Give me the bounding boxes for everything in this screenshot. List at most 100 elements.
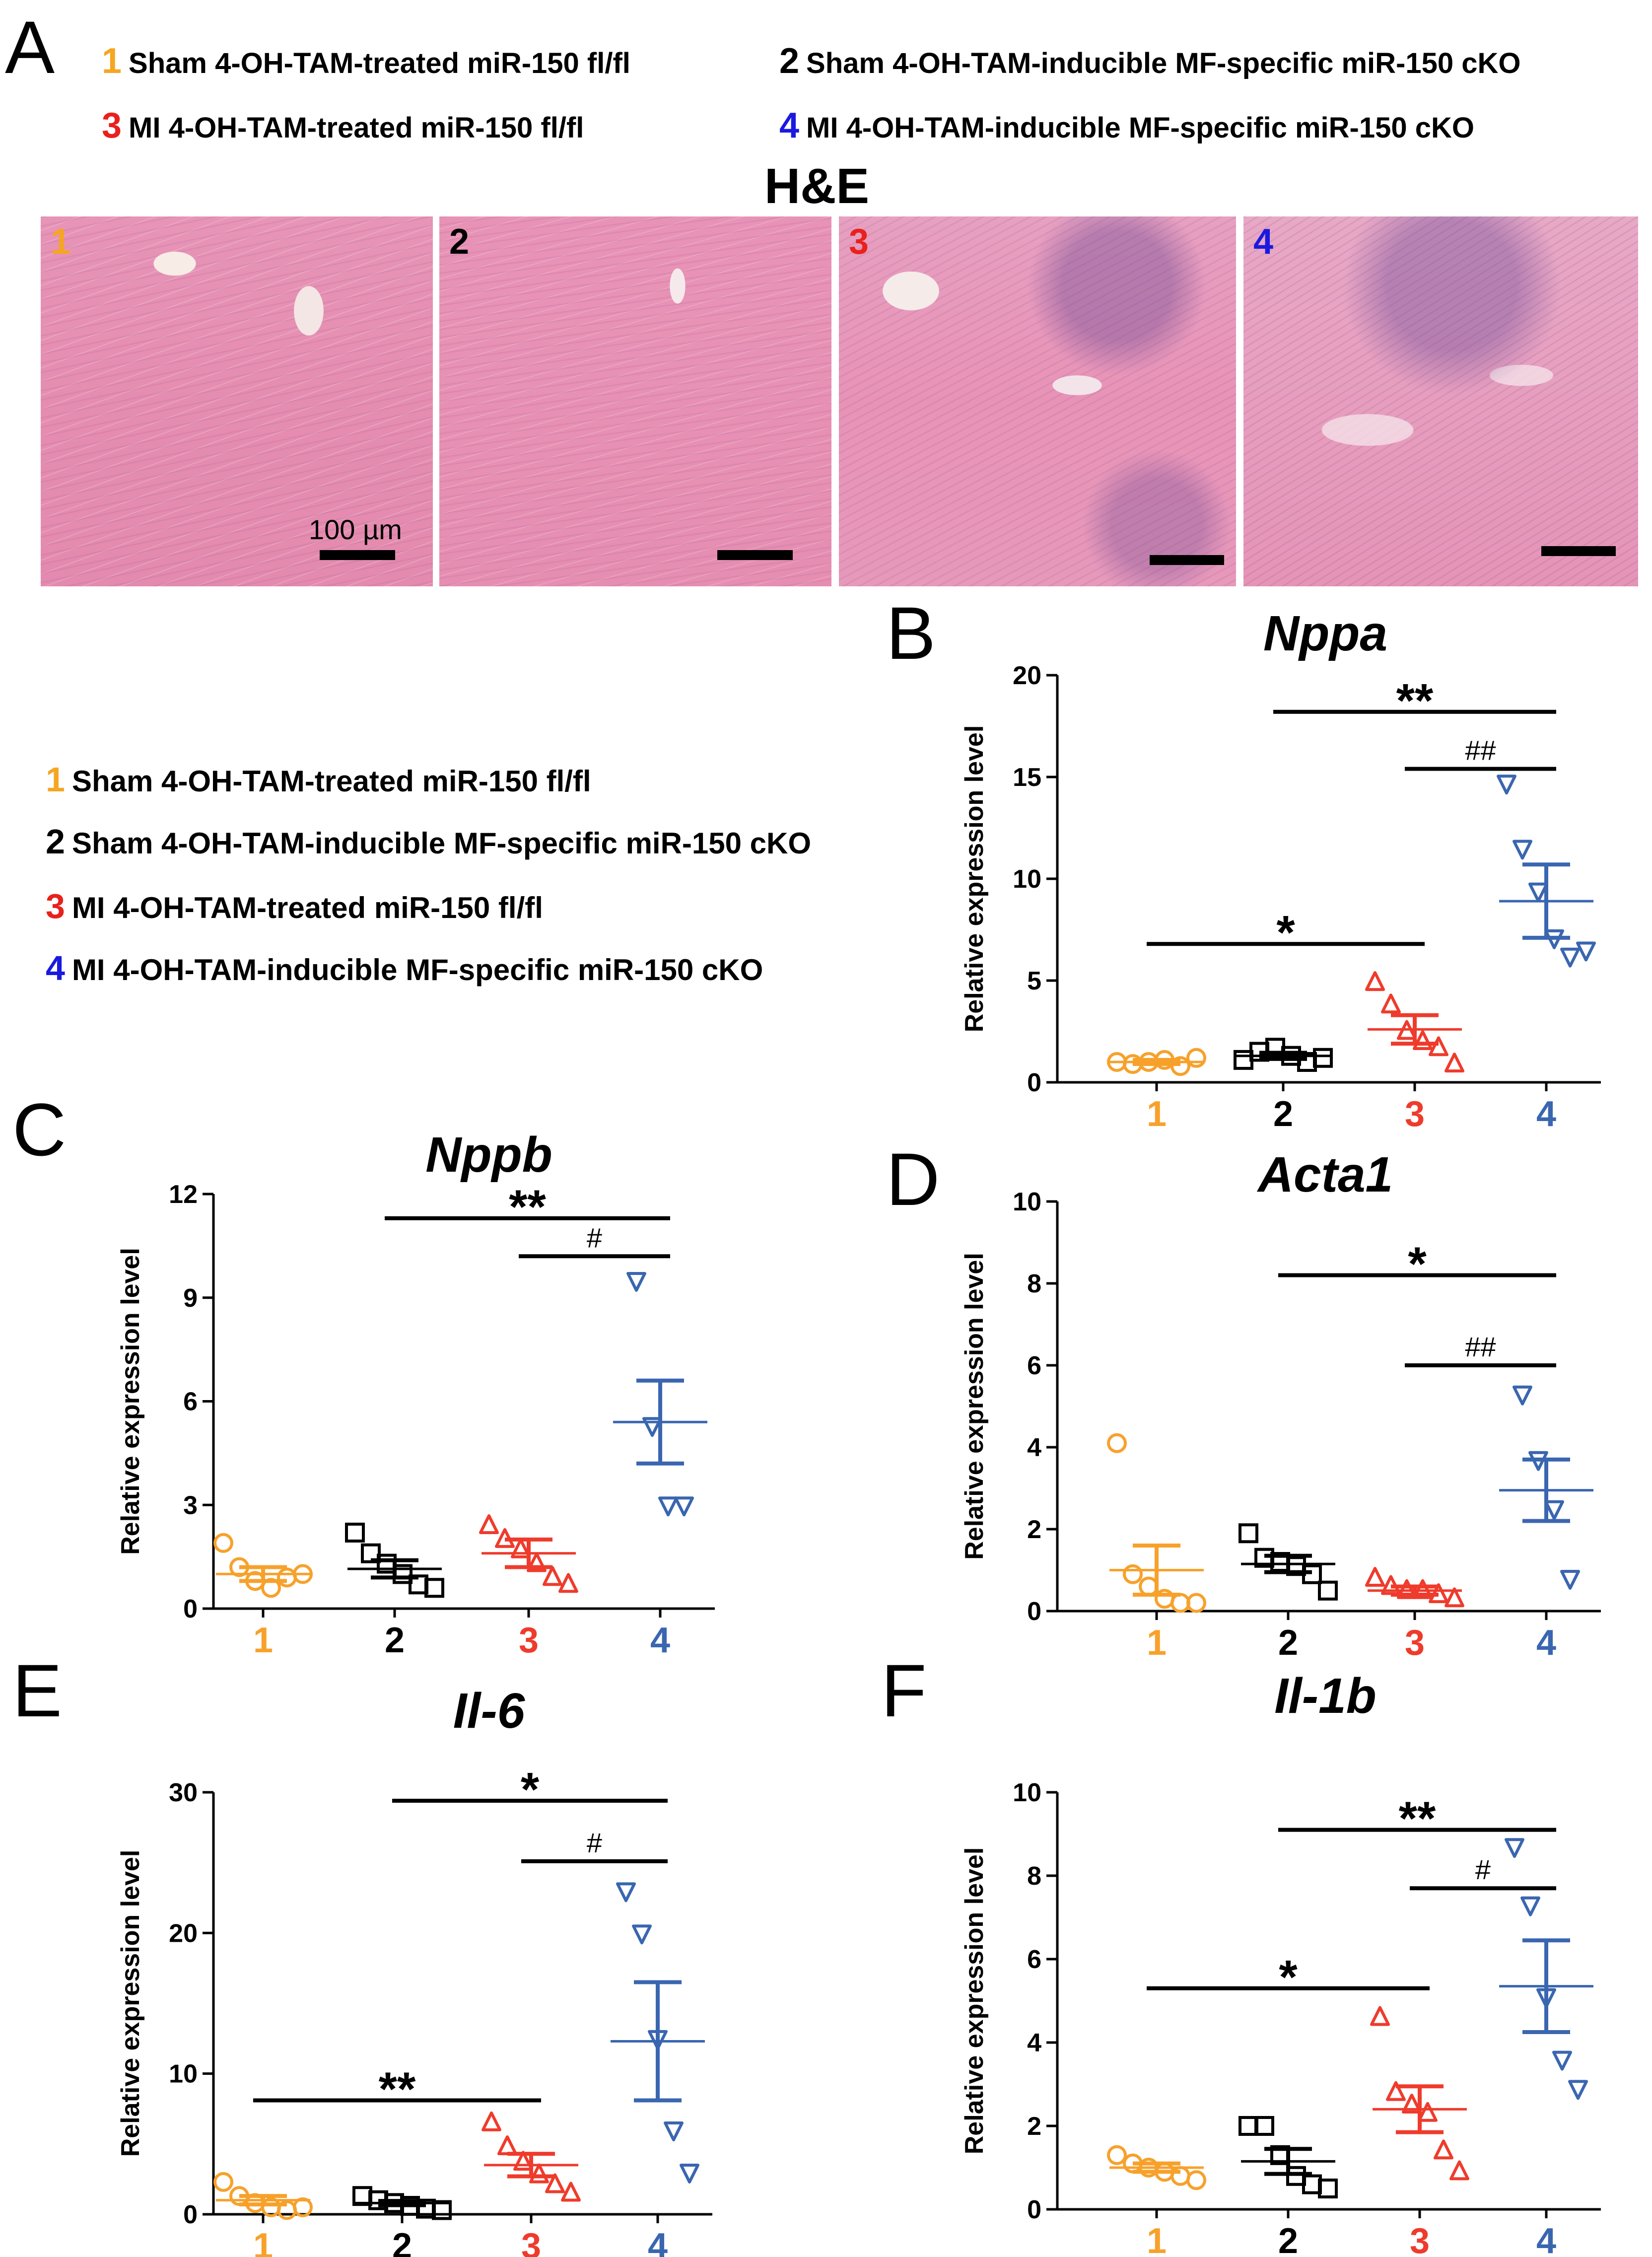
micrograph-3: 3 bbox=[839, 216, 1236, 586]
legend-text: Sham 4-OH-TAM-treated miR-150 fl/fl bbox=[129, 47, 630, 79]
data-point bbox=[1520, 1896, 1540, 1916]
significance-label: # bbox=[587, 1222, 602, 1253]
data-point bbox=[1505, 1838, 1524, 1858]
data-point bbox=[1402, 2094, 1422, 2114]
data-point bbox=[1365, 971, 1385, 991]
legend-number: 1 bbox=[46, 760, 65, 799]
significance-label: ** bbox=[1399, 1792, 1436, 1845]
data-point bbox=[658, 1496, 678, 1517]
data-point bbox=[1139, 1576, 1159, 1597]
x-tick-label: 4 bbox=[648, 2226, 668, 2257]
data-point bbox=[1560, 1570, 1580, 1590]
data-point bbox=[1576, 941, 1596, 962]
y-tick-label: 9 bbox=[183, 1284, 198, 1313]
data-point bbox=[1497, 775, 1516, 795]
data-point bbox=[1445, 1053, 1464, 1073]
y-tick-label: 12 bbox=[169, 1180, 198, 1209]
data-point bbox=[479, 1514, 499, 1534]
scale-bar bbox=[717, 550, 793, 560]
significance-label: ** bbox=[509, 1181, 546, 1234]
data-point bbox=[432, 2200, 452, 2220]
data-point bbox=[1107, 1433, 1127, 1453]
legend-item-4: 4 MI 4-OH-TAM-inducible MF-specific miR-1… bbox=[46, 948, 763, 988]
data-point bbox=[1568, 2080, 1588, 2100]
x-tick-label: 1 bbox=[1147, 2221, 1167, 2257]
data-point bbox=[1381, 993, 1401, 1014]
data-point bbox=[680, 2164, 699, 2184]
x-tick-label: 3 bbox=[1405, 1094, 1425, 1134]
data-point bbox=[1254, 2116, 1274, 2136]
chart-title: Il-1b bbox=[1274, 1668, 1377, 1724]
x-tick-label: 4 bbox=[1536, 2221, 1556, 2257]
x-tick-label: 3 bbox=[1405, 1623, 1425, 1663]
data-point bbox=[511, 1538, 531, 1558]
data-point bbox=[1186, 1048, 1206, 1068]
y-tick-label: 0 bbox=[1027, 2195, 1041, 2224]
data-point bbox=[529, 2163, 549, 2184]
data-point bbox=[1418, 2102, 1438, 2122]
chart-nppa: Nppa Relative expression level 0 5 10 15 20 1 2 3… bbox=[960, 606, 1601, 1134]
legend-item-1: 1 Sham 4-OH-TAM-treated miR-150 fl/fl bbox=[46, 760, 591, 799]
data-point bbox=[1313, 1048, 1333, 1068]
top-legend-item-1: 1 Sham 4-OH-TAM-treated miR-150 fl/fl bbox=[102, 41, 630, 81]
y-tick-label: 0 bbox=[183, 1595, 198, 1623]
data-point bbox=[1445, 1587, 1464, 1608]
data-point bbox=[1544, 1500, 1564, 1520]
data-point bbox=[632, 1924, 652, 1945]
y-tick-label: 6 bbox=[1027, 1945, 1041, 1974]
data-point bbox=[1318, 2179, 1338, 2198]
data-point bbox=[1397, 1579, 1417, 1599]
x-tick-label: 3 bbox=[521, 2226, 541, 2257]
legend-item-3: 3 MI 4-OH-TAM-treated miR-150 fl/fl bbox=[46, 886, 543, 926]
data-point bbox=[1318, 1580, 1338, 1601]
scale-bar bbox=[1541, 546, 1616, 556]
he-title: H&E bbox=[764, 158, 870, 214]
y-tick-label: 10 bbox=[1013, 1778, 1041, 1807]
y-tick-label: 30 bbox=[169, 1778, 198, 1807]
data-point bbox=[1413, 1579, 1433, 1599]
significance-label: * bbox=[1279, 1951, 1298, 2004]
legend-text: MI 4-OH-TAM-treated miR-150 fl/fl bbox=[129, 112, 584, 144]
data-point bbox=[1170, 1593, 1190, 1613]
data-point bbox=[1552, 2050, 1572, 2071]
micrograph-4: 4 bbox=[1243, 216, 1638, 586]
y-tick-label: 10 bbox=[169, 2060, 198, 2089]
data-point bbox=[1239, 2116, 1258, 2136]
chart-title: Acta1 bbox=[1256, 1147, 1393, 1202]
data-point bbox=[1429, 1036, 1448, 1057]
legend-number: 2 bbox=[779, 41, 800, 81]
y-tick-label: 20 bbox=[169, 1919, 198, 1948]
y-tick-label: 6 bbox=[183, 1388, 198, 1416]
x-tick-label: 3 bbox=[519, 1621, 539, 1660]
micrograph-label: 2 bbox=[449, 222, 470, 262]
data-point bbox=[1170, 1056, 1190, 1076]
data-point bbox=[213, 2172, 233, 2192]
data-point bbox=[1123, 1564, 1143, 1584]
legend-number: 4 bbox=[46, 949, 65, 987]
panel-label-e: E bbox=[12, 1649, 63, 1732]
y-tick-label: 0 bbox=[1027, 1597, 1041, 1626]
y-tick-label: 2 bbox=[1027, 2112, 1041, 2141]
legend-text: Sham 4-OH-TAM-inducible MF-specific miR-… bbox=[806, 47, 1521, 79]
y-axis-label: Relative expression level bbox=[960, 725, 989, 1033]
data-point bbox=[616, 1882, 636, 1903]
y-tick-label: 20 bbox=[1013, 661, 1041, 690]
y-tick-label: 3 bbox=[183, 1491, 198, 1520]
legend-number: 1 bbox=[102, 41, 122, 81]
y-tick-label: 2 bbox=[1027, 1515, 1041, 1544]
micrograph-label: 4 bbox=[1253, 222, 1274, 262]
x-tick-label: 4 bbox=[650, 1621, 670, 1660]
micrograph-2: 2 bbox=[439, 216, 831, 586]
data-point bbox=[1513, 840, 1532, 860]
y-tick-label: 6 bbox=[1027, 1351, 1041, 1380]
data-point bbox=[293, 2197, 313, 2217]
data-point bbox=[561, 2182, 581, 2202]
legend-number: 2 bbox=[46, 822, 65, 861]
data-point bbox=[1513, 1385, 1532, 1406]
scale-label: 100 µm bbox=[309, 514, 402, 545]
scale-bar bbox=[320, 550, 395, 560]
y-tick-label: 4 bbox=[1027, 2029, 1041, 2057]
x-tick-label: 2 bbox=[1278, 1623, 1298, 1663]
